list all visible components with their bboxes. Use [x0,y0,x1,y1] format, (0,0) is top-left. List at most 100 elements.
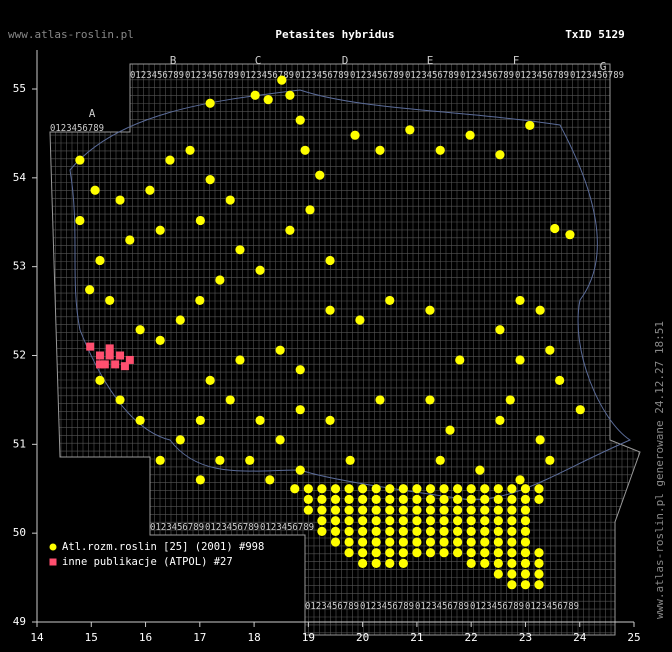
occurrence-dot [425,516,436,526]
occurrence-dot [515,475,525,485]
occurrence-dot [425,548,436,558]
occurrence-dot [412,537,422,547]
occurrence-dot [185,145,195,155]
occurrence-dot [165,155,175,165]
occurrence-dot [545,345,555,355]
occurrence-dot [275,435,285,445]
x-tick-label: 15 [85,631,98,644]
occurrence-dot [534,494,544,505]
occurrence-dot [453,505,463,515]
occurrence-dot [398,494,408,505]
side-text: www.atlas-roslin.pl generowane 24.12.27 … [653,321,666,619]
occurrence-dot [535,435,545,445]
grid-digits: 0123456789 [525,601,579,612]
occurrence-dot [305,205,315,215]
occurrence-dot [205,375,215,385]
occurrence-dot [515,295,525,306]
occurrence-dot [350,130,360,140]
occurrence-dot [385,494,395,505]
occurrence-dot [535,305,545,315]
occurrence-dot [520,526,531,536]
occurrence-dot [439,526,449,536]
occurrence-square [105,344,114,353]
occurrence-dot [520,494,531,505]
occurrence-dot [466,505,476,515]
occurrence-dot [90,185,100,195]
occurrence-dot [545,455,555,465]
occurrence-dot [425,494,436,505]
grid-digits: 0123456789 [405,70,459,81]
legend-label: inne publikacje (ATPOL) #27 [62,556,233,568]
occurrence-dot [493,526,503,536]
occurrence-dot [285,225,295,235]
occurrence-dot [285,90,295,100]
x-tick-label: 18 [247,631,260,644]
occurrence-dot [245,455,255,465]
occurrence-dot [371,558,381,568]
occurrence-dot [412,484,422,494]
occurrence-dot [358,484,368,494]
x-tick-label: 19 [302,631,315,644]
x-tick-label: 23 [519,631,532,644]
occurrence-dot [412,516,422,526]
occurrence-dot [235,245,245,255]
occurrence-dot [466,537,476,547]
occurrence-dot [330,516,341,526]
occurrence-dot [466,526,476,536]
occurrence-square [125,355,134,364]
x-tick-label: 16 [139,631,152,644]
occurrence-dot [425,526,436,536]
occurrence-dot [125,235,135,245]
occurrence-dot [375,145,385,155]
occurrence-dot [398,548,408,558]
occurrence-dot [303,484,313,494]
occurrence-dot [439,537,449,547]
occurrence-dot [330,505,341,515]
occurrence-square [95,360,104,369]
occurrence-dot [466,484,476,494]
occurrence-dot [534,558,544,568]
occurrence-dot [453,484,463,494]
grid-frame [49,63,641,636]
occurrence-dot [507,526,517,536]
occurrence-dot [405,125,415,135]
occurrence-dot [295,465,305,475]
occurrence-dot [195,295,205,306]
occurrence-dot [466,516,476,526]
occurrence-dot [453,537,463,547]
occurrence-dot [534,548,544,558]
occurrence-dot [385,295,395,306]
grid-letter: B [170,54,177,67]
grid-digits: 0123456789 [130,70,184,81]
occurrence-dot [480,537,490,547]
occurrence-dot [453,548,463,558]
occurrence-dot [325,305,335,315]
occurrence-dot [375,395,385,405]
occurrence-dot [493,494,503,505]
occurrence-dot [453,516,463,526]
occurrence-square [111,360,120,369]
x-tick-label: 25 [627,631,640,644]
grid-digits: 0123456789 [240,70,294,81]
occurrence-square [86,342,95,351]
occurrence-dot [371,505,381,515]
occurrence-dot [235,355,245,365]
occurrence-dot [515,355,525,365]
occurrence-dot [425,505,436,515]
occurrence-dot [115,395,125,405]
occurrence-dot [466,494,476,505]
occurrence-dot [507,580,517,590]
grid-digits: 0123456789 [50,123,104,134]
occurrence-dot [385,526,395,536]
occurrence-dot [480,526,490,536]
occurrence-dot [325,255,335,266]
occurrence-square [100,360,109,369]
occurrence-dot [493,484,503,494]
occurrence-dot [358,558,368,568]
y-tick-label: 49 [13,615,26,628]
occurrence-dot [317,505,327,515]
occurrence-dot [277,75,287,85]
grid-digits: 0123456789 [460,70,514,81]
grid-digits: 0123456789 [185,70,239,81]
